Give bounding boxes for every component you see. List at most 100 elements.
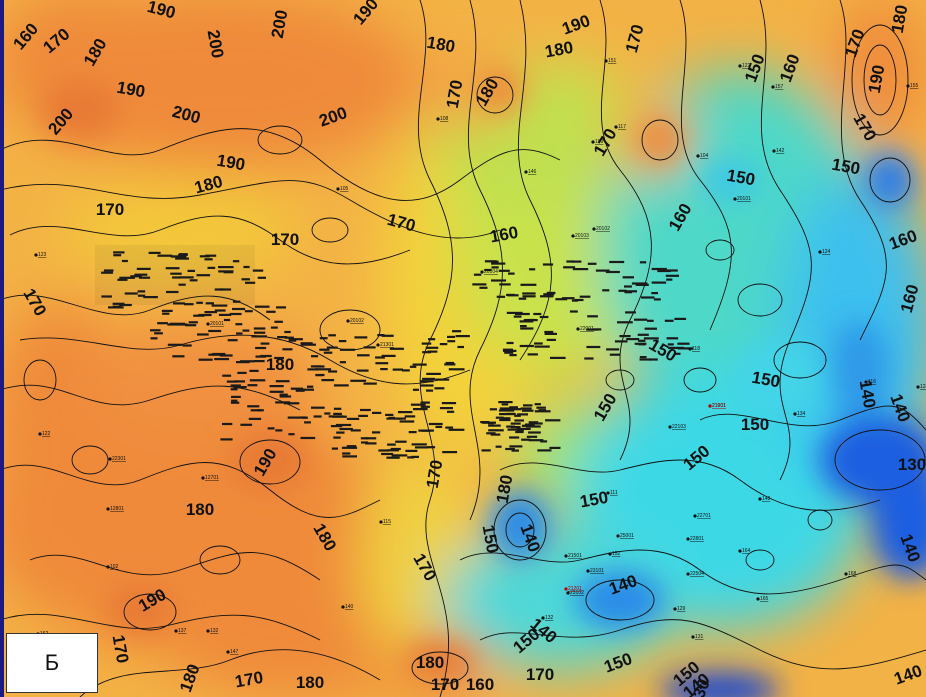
well-cluster-mark xyxy=(350,379,367,382)
well-cluster-mark xyxy=(341,446,358,449)
well-cluster-mark xyxy=(332,415,347,418)
well-cluster-mark xyxy=(420,401,430,404)
contour-label: 170 xyxy=(96,200,124,219)
well-cluster-mark xyxy=(651,281,667,284)
well-cluster-mark xyxy=(288,338,303,341)
well-cluster-mark xyxy=(657,269,671,273)
well-cluster-mark xyxy=(434,387,445,390)
well-cluster-mark xyxy=(543,293,555,296)
well-cluster-mark xyxy=(422,351,432,354)
well-cluster-mark xyxy=(237,371,247,374)
well-marker: 122 xyxy=(38,431,51,437)
well-cluster-mark xyxy=(666,278,673,281)
well-cluster-mark xyxy=(139,276,151,279)
well-cluster-mark xyxy=(250,409,261,412)
well-marker: 22103 xyxy=(668,424,686,430)
contour-label: 130 xyxy=(686,677,714,697)
well-cluster-mark xyxy=(130,275,142,278)
contour-label: 180 xyxy=(416,653,444,672)
well-cluster-mark xyxy=(407,456,415,459)
contour-label: 180 xyxy=(543,38,574,62)
well-cluster-mark xyxy=(101,271,113,274)
well-cluster-mark xyxy=(509,445,523,448)
well-cluster-mark xyxy=(358,414,368,417)
well-marker: 148 xyxy=(758,496,771,502)
well-cluster-mark xyxy=(207,266,216,269)
well-cluster-mark xyxy=(499,418,511,422)
well-dot xyxy=(604,59,608,63)
well-cluster-mark xyxy=(544,332,557,335)
well-cluster-mark xyxy=(643,337,659,340)
well-dot xyxy=(524,170,528,174)
well-label: 25001 xyxy=(620,533,634,539)
well-dot xyxy=(614,125,618,129)
well-cluster-mark xyxy=(119,276,135,279)
well-cluster-mark xyxy=(196,301,203,304)
well-cluster-mark xyxy=(517,413,528,416)
well-cluster-mark xyxy=(609,353,620,356)
well-cluster-mark xyxy=(404,415,416,418)
well-dot xyxy=(696,154,700,158)
well-cluster-mark xyxy=(421,342,432,345)
well-cluster-mark xyxy=(236,361,250,364)
contour-label: 170 xyxy=(443,78,467,109)
well-cluster-mark xyxy=(231,395,241,398)
well-cluster-mark xyxy=(315,368,332,371)
well-cluster-mark xyxy=(392,368,403,371)
well-cluster-mark xyxy=(274,356,284,360)
well-cluster-mark xyxy=(372,411,382,414)
well-marker: 140 xyxy=(341,604,354,610)
well-cluster-mark xyxy=(232,260,240,263)
well-cluster-mark xyxy=(269,390,284,393)
well-cluster-mark xyxy=(124,292,138,295)
well-cluster-mark xyxy=(157,322,168,325)
contour-label: 160 xyxy=(466,675,494,694)
well-cluster-mark xyxy=(412,363,427,366)
well-cluster-mark xyxy=(172,276,181,279)
well-label: 21301 xyxy=(380,342,394,348)
well-cluster-mark xyxy=(288,433,295,436)
well-cluster-mark xyxy=(253,327,266,330)
well-cluster-mark xyxy=(514,414,521,417)
contour-label: 170 xyxy=(233,668,264,692)
well-cluster-mark xyxy=(523,404,533,407)
well-marker: 22001 xyxy=(576,326,594,332)
well-cluster-mark xyxy=(319,337,328,340)
well-cluster-mark xyxy=(426,389,434,392)
well-label: 21501 xyxy=(568,553,582,559)
well-cluster-mark xyxy=(579,295,591,298)
well-marker: 122 xyxy=(738,63,751,69)
contour-label: 150 xyxy=(479,523,503,554)
well-dot xyxy=(564,554,568,558)
well-cluster-mark xyxy=(346,445,357,448)
well-cluster-mark xyxy=(489,408,497,411)
well-cluster-mark xyxy=(274,320,283,323)
well-cluster-mark xyxy=(154,332,163,335)
well-marker: 124 xyxy=(916,384,926,390)
well-label: 22504 xyxy=(690,571,704,577)
well-cluster-mark xyxy=(236,332,243,335)
well-marker: 20101 xyxy=(733,196,751,202)
well-cluster-mark xyxy=(204,258,213,261)
well-cluster-mark xyxy=(288,339,297,342)
well-dot xyxy=(616,534,620,538)
contour-label: 170 xyxy=(526,665,554,684)
well-cluster-mark xyxy=(218,270,234,273)
well-cluster-mark xyxy=(287,416,301,419)
well-cluster-mark xyxy=(495,416,504,419)
well-label: 20103 xyxy=(575,233,589,239)
well-cluster-mark xyxy=(222,422,233,426)
well-cluster-mark xyxy=(276,306,286,309)
well-cluster-mark xyxy=(219,354,233,357)
well-cluster-mark xyxy=(639,356,647,359)
well-cluster-mark xyxy=(441,402,457,405)
well-cluster-mark xyxy=(361,441,369,444)
contour-label: 130 xyxy=(898,455,926,474)
well-cluster-mark xyxy=(539,315,549,319)
well-cluster-mark xyxy=(198,358,213,361)
well-dot xyxy=(376,343,380,347)
well-cluster-mark xyxy=(284,330,291,334)
well-cluster-mark xyxy=(335,423,352,427)
contour-label: 190 xyxy=(145,0,177,23)
well-cluster-mark xyxy=(499,283,511,286)
